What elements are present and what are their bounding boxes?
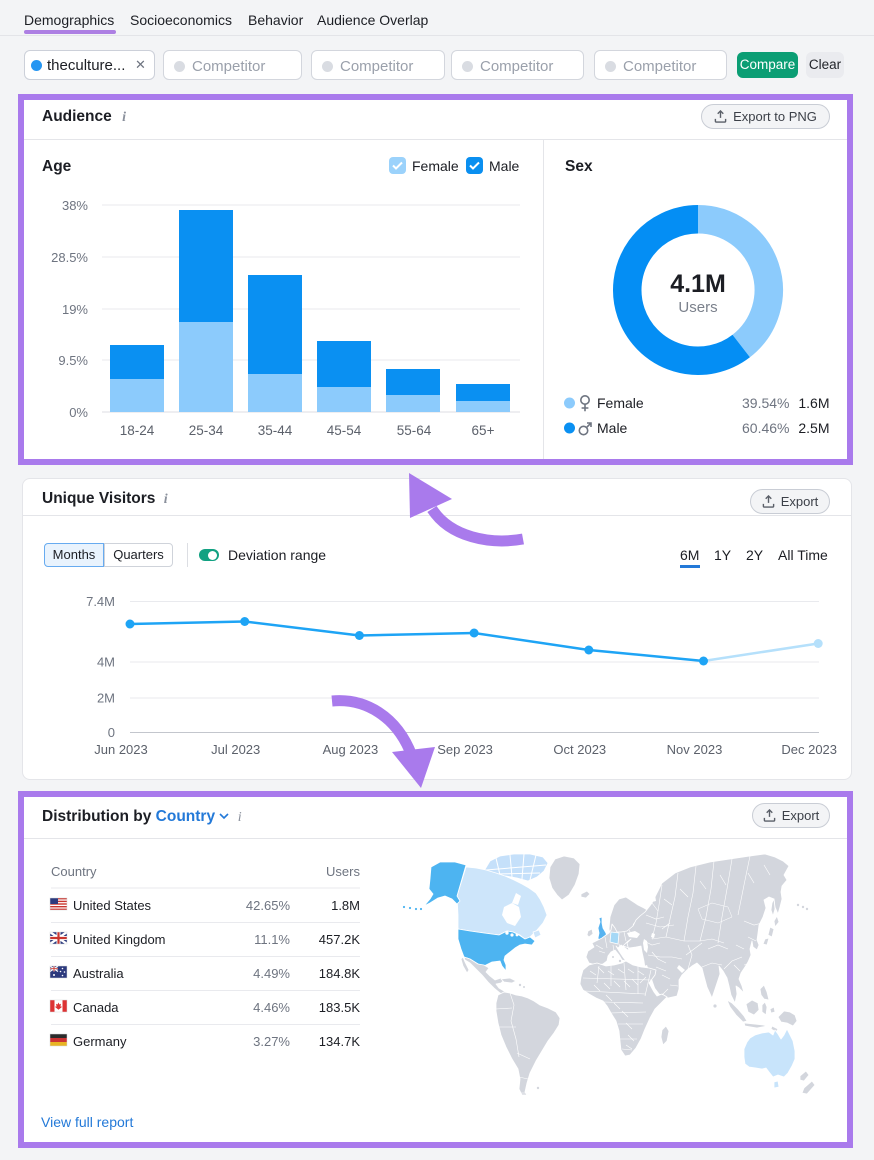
svg-text:Oct 2023: Oct 2023 (553, 742, 606, 757)
svg-text:Australia: Australia (73, 966, 124, 981)
svg-text:Nov 2023: Nov 2023 (667, 742, 723, 757)
svg-text:1.8M: 1.8M (331, 898, 360, 913)
svg-text:19%: 19% (62, 302, 88, 317)
svg-text:0%: 0% (69, 405, 88, 420)
svg-text:Jul 2023: Jul 2023 (211, 742, 260, 757)
svg-text:0: 0 (108, 725, 115, 740)
svg-text:Jun 2023: Jun 2023 (94, 742, 148, 757)
svg-text:Sep 2023: Sep 2023 (437, 742, 493, 757)
svg-text:4M: 4M (97, 655, 115, 670)
svg-text:45-54: 45-54 (327, 423, 362, 438)
svg-text:134.7K: 134.7K (319, 1034, 361, 1049)
svg-text:42.65%: 42.65% (246, 898, 291, 913)
svg-text:184.8K: 184.8K (319, 966, 361, 981)
svg-text:39.54%: 39.54% (742, 395, 789, 411)
svg-text:28.5%: 28.5% (51, 250, 88, 265)
svg-text:1.6M: 1.6M (798, 395, 829, 411)
svg-text:7.4M: 7.4M (86, 594, 115, 609)
svg-text:Canada: Canada (73, 1000, 119, 1015)
svg-text:United Kingdom: United Kingdom (73, 932, 166, 947)
svg-text:Country: Country (51, 864, 97, 879)
svg-text:Users: Users (326, 864, 360, 879)
svg-text:55-64: 55-64 (397, 423, 432, 438)
svg-text:4.49%: 4.49% (253, 966, 290, 981)
svg-text:Users: Users (678, 299, 717, 316)
svg-text:9.5%: 9.5% (58, 353, 88, 368)
svg-text:11.1%: 11.1% (254, 932, 290, 947)
svg-text:35-44: 35-44 (258, 423, 293, 438)
svg-text:Aug 2023: Aug 2023 (323, 742, 379, 757)
svg-text:25-34: 25-34 (189, 423, 224, 438)
svg-text:18-24: 18-24 (120, 423, 155, 438)
svg-text:Male: Male (597, 420, 628, 436)
svg-text:4.1M: 4.1M (670, 270, 726, 298)
svg-text:United States: United States (73, 898, 152, 913)
svg-text:457.2K: 457.2K (319, 932, 361, 947)
svg-text:Dec 2023: Dec 2023 (781, 742, 837, 757)
svg-text:38%: 38% (62, 198, 88, 213)
svg-text:183.5K: 183.5K (319, 1000, 361, 1015)
svg-text:4.46%: 4.46% (253, 1000, 290, 1015)
svg-text:2M: 2M (97, 691, 115, 706)
svg-text:60.46%: 60.46% (742, 420, 789, 436)
svg-text:3.27%: 3.27% (253, 1034, 290, 1049)
svg-text:2.5M: 2.5M (798, 420, 829, 436)
svg-text:Germany: Germany (73, 1034, 127, 1049)
svg-text:Female: Female (597, 395, 644, 411)
svg-text:65+: 65+ (472, 423, 495, 438)
